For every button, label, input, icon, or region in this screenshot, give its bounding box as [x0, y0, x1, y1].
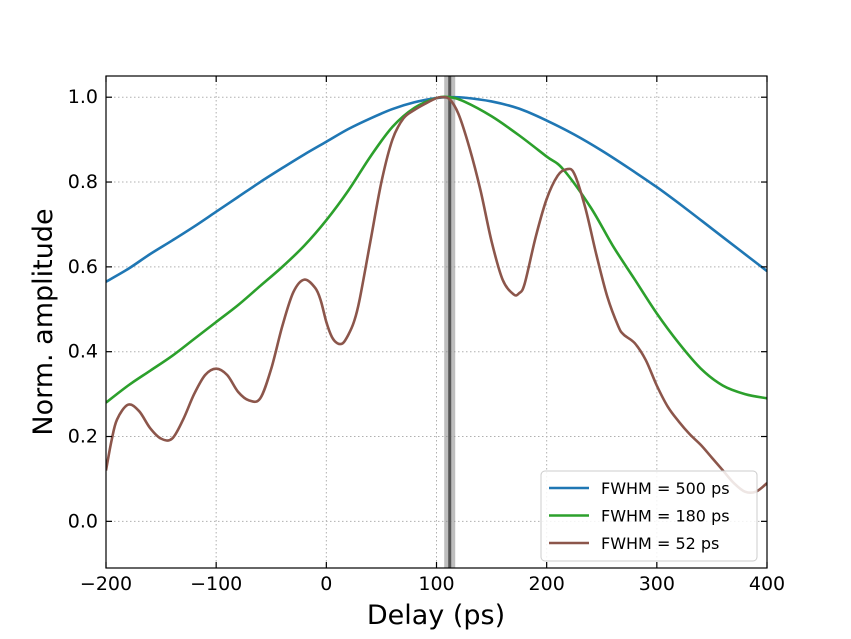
x-axis: −200 −100 0 100 200 300 400 — [80, 76, 785, 595]
legend-box — [540, 470, 758, 562]
x-tick-label: 100 — [418, 573, 454, 595]
legend-label: FWHM = 180 ps — [601, 507, 730, 526]
x-tick-label: −200 — [80, 573, 132, 595]
y-tick-label: 0.6 — [68, 256, 98, 278]
x-axis-label: Delay (ps) — [367, 600, 505, 631]
legend-label: FWHM = 500 ps — [601, 479, 730, 498]
y-axis-label: Norm. amplitude — [28, 208, 59, 435]
vertical-marker — [444, 76, 456, 568]
y-axis: 0.0 0.2 0.4 0.6 0.8 1.0 — [68, 86, 767, 532]
x-tick-label: 300 — [639, 573, 675, 595]
legend: FWHM = 500 ps FWHM = 180 ps FWHM = 52 ps — [540, 470, 758, 562]
y-tick-label: 0.0 — [68, 510, 98, 532]
y-tick-label: 0.2 — [68, 426, 98, 448]
series-line-3 — [106, 95, 767, 495]
x-tick-label: 200 — [529, 573, 565, 595]
x-tick-label: 0 — [320, 573, 332, 595]
legend-label: FWHM = 52 ps — [601, 534, 719, 553]
x-tick-label: 400 — [749, 573, 785, 595]
x-tick-label: −100 — [190, 573, 242, 595]
y-tick-label: 0.4 — [68, 341, 98, 363]
y-tick-label: 0.8 — [68, 171, 98, 193]
series-line-1 — [106, 95, 767, 283]
y-tick-label: 1.0 — [68, 86, 98, 108]
series-lines — [106, 95, 767, 495]
